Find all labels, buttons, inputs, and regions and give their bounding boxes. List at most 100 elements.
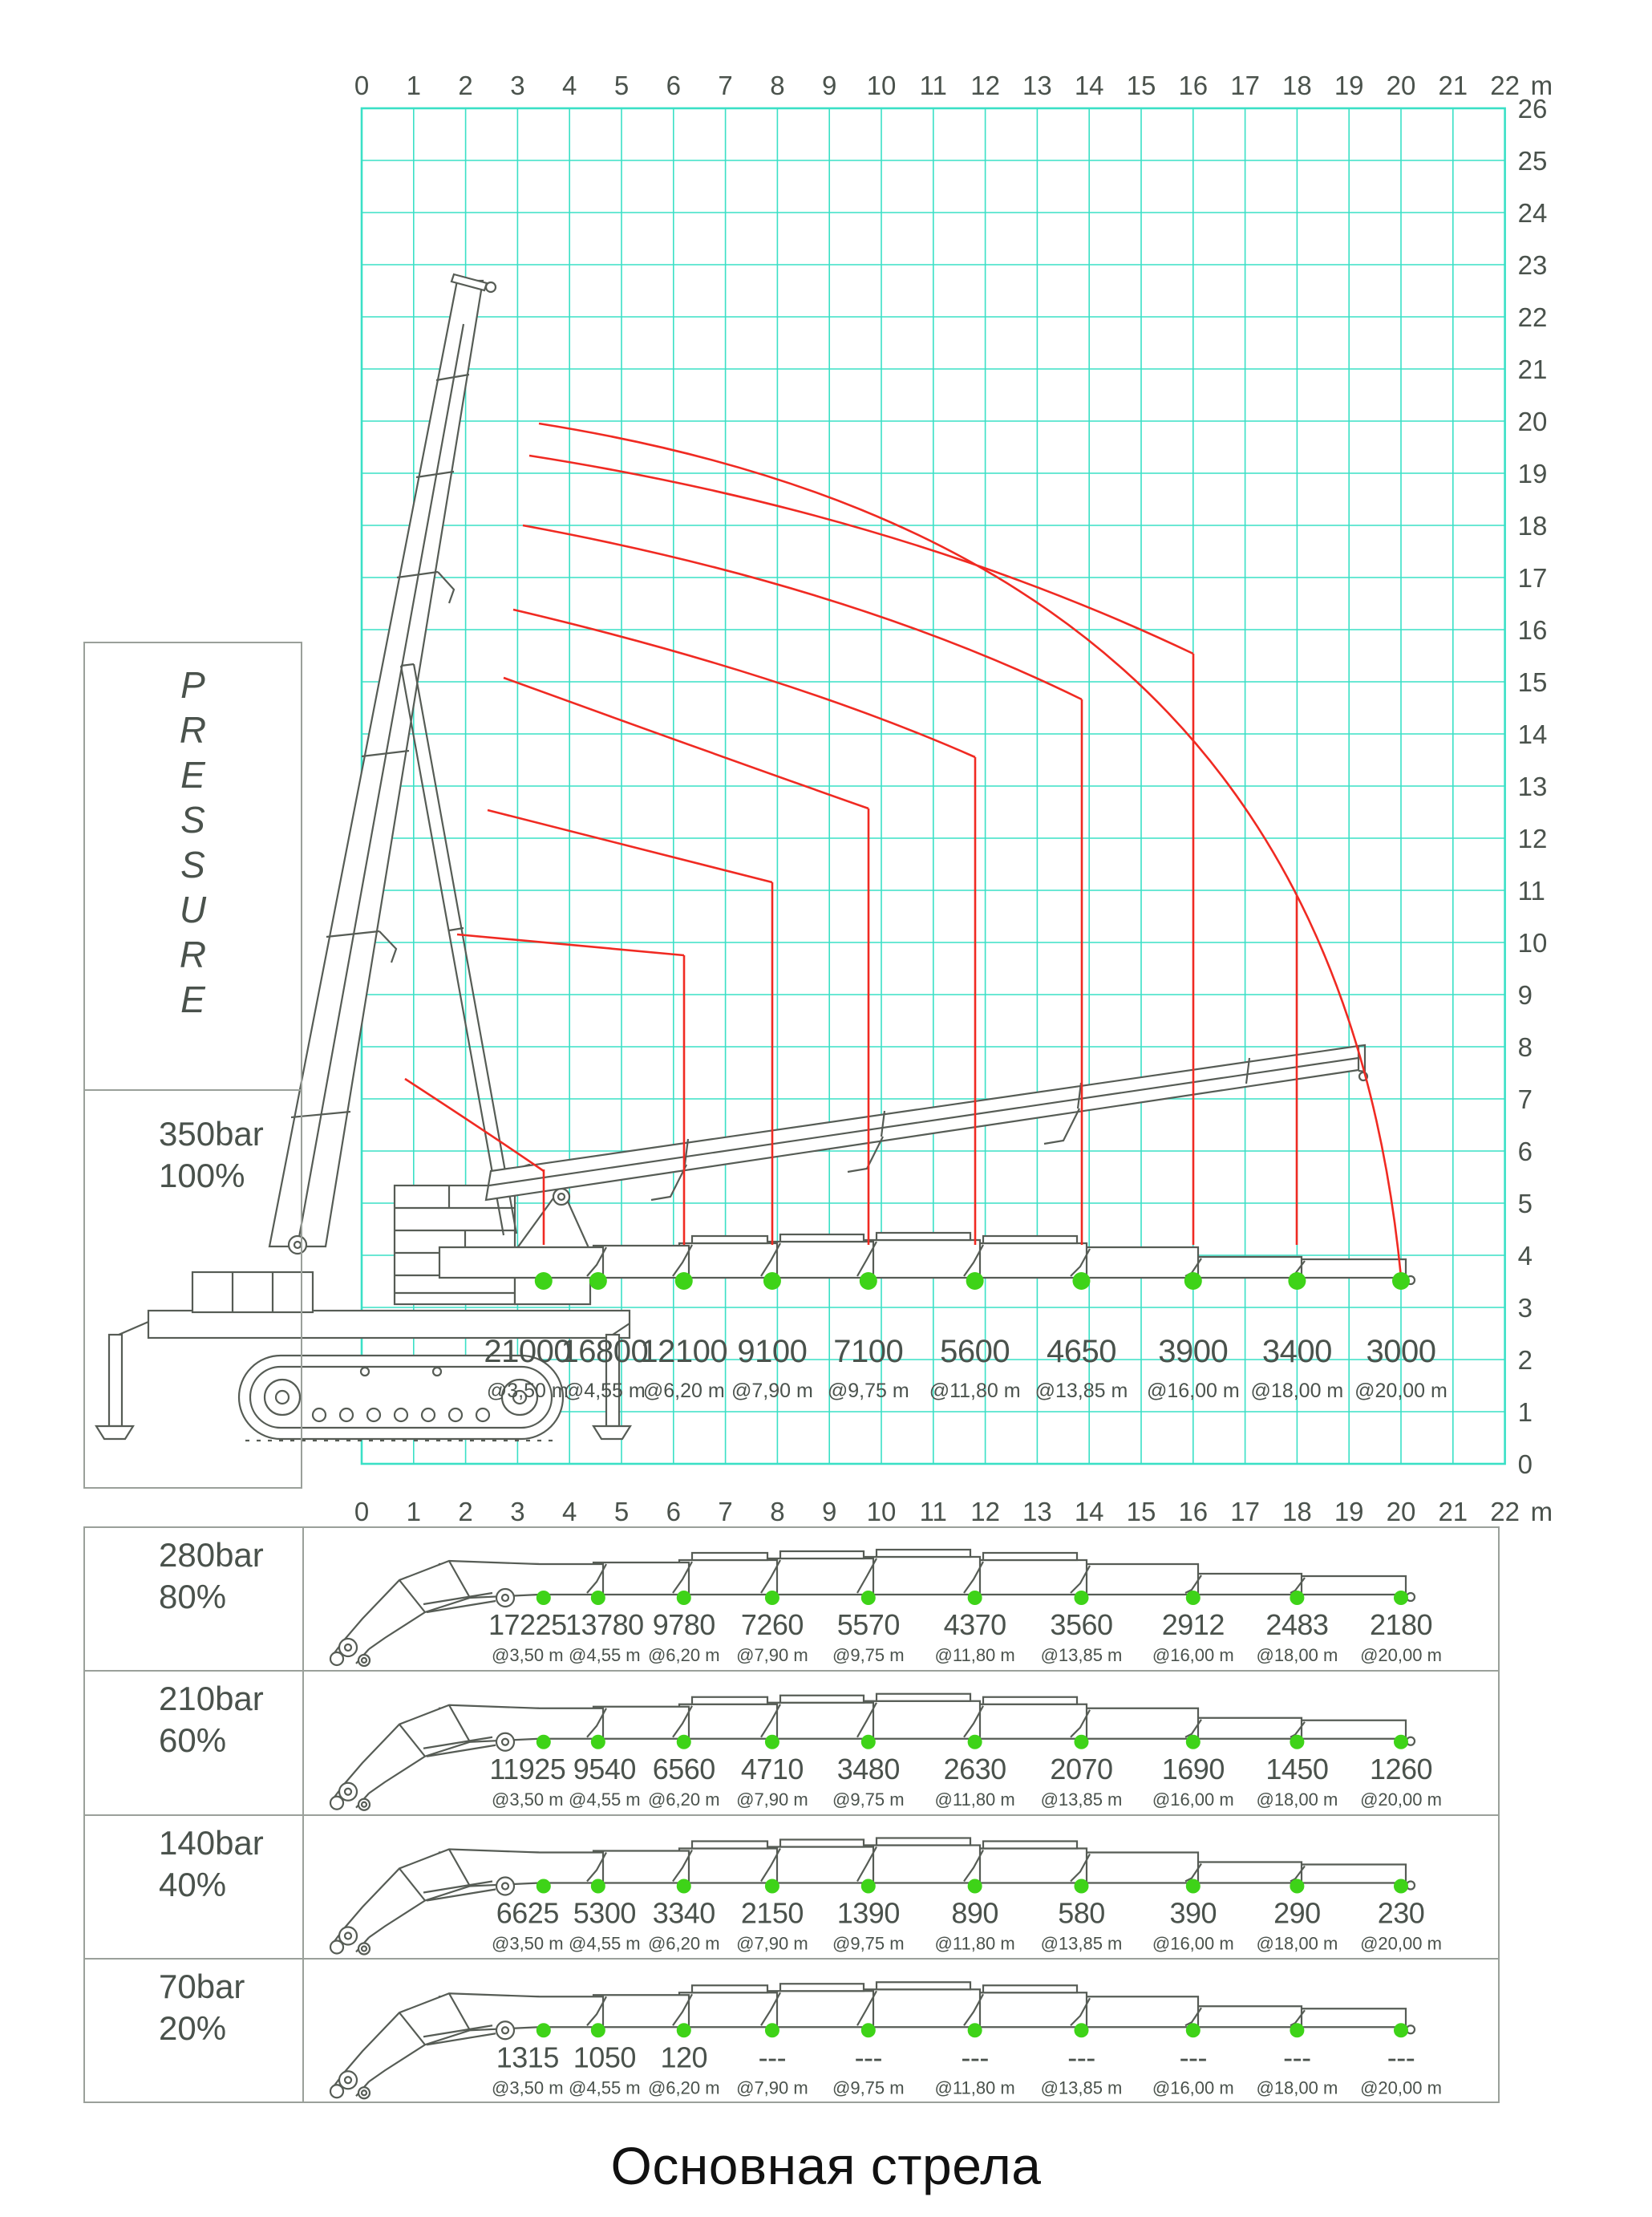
load-point-dot [1072, 1272, 1091, 1290]
x-axis-tick-bottom: 1 [407, 1497, 421, 1526]
x-axis-tick-top: 1 [407, 71, 421, 100]
load-distance: @6,20 m [643, 1380, 725, 1402]
load-value: --- [1387, 2041, 1415, 2073]
load-distance: @4,55 m [569, 1934, 641, 1954]
y-axis-tick: 22 [1518, 302, 1548, 332]
load-value: 1690 [1162, 1753, 1225, 1785]
load-value: 7100 [833, 1334, 903, 1369]
y-axis-tick: 10 [1518, 928, 1548, 958]
load-value: 3900 [1158, 1334, 1228, 1369]
load-value: --- [1180, 2041, 1207, 2073]
load-value: 9540 [573, 1753, 636, 1785]
load-value: 230 [1378, 1897, 1425, 1930]
load-value: 5600 [940, 1334, 1010, 1369]
row-label: 70bar 20% [85, 1959, 304, 2101]
y-axis-tick: 25 [1518, 146, 1548, 176]
load-value: 2483 [1265, 1608, 1328, 1641]
load-point-dot [1185, 1734, 1201, 1749]
y-axis-tick: 4 [1518, 1241, 1533, 1271]
load-distance: @6,20 m [648, 1934, 720, 1954]
load-distance: @20,00 m [1360, 1789, 1442, 1810]
load-value: 2070 [1050, 1753, 1112, 1785]
y-axis-tick: 5 [1518, 1189, 1533, 1218]
load-point-dot [1074, 1591, 1089, 1605]
pressure-letter: E [180, 754, 205, 796]
x-axis-tick-top: 8 [770, 71, 784, 100]
load-value: 4370 [944, 1608, 1006, 1641]
load-distance: @11,80 m [935, 1789, 1015, 1810]
load-point-dot [1290, 1879, 1305, 1894]
load-distance: @13,85 m [1041, 1645, 1123, 1665]
x-axis-tick-bottom: 15 [1127, 1497, 1156, 1526]
load-point-dot [860, 2023, 876, 2038]
load-distance: @16,00 m [1152, 1645, 1234, 1665]
load-point-dot [1394, 1879, 1408, 1894]
y-axis-tick: 18 [1518, 511, 1548, 541]
load-distance: @3,50 m [492, 1645, 564, 1665]
load-distance: @9,75 m [832, 1789, 905, 1810]
x-axis-tick-top: 12 [970, 71, 1000, 100]
x-axis-tick-top: 15 [1127, 71, 1156, 100]
load-point-dot [1185, 1591, 1201, 1605]
load-value: 12100 [640, 1334, 727, 1369]
load-distance: @20,00 m [1360, 1934, 1442, 1954]
y-axis-tick: 14 [1518, 719, 1548, 749]
load-value: 1450 [1265, 1753, 1328, 1785]
load-point-dot [1290, 1734, 1305, 1749]
load-point-dot [1394, 1591, 1408, 1605]
load-distance: @7,90 m [736, 1645, 808, 1665]
load-point-dot [1074, 2023, 1089, 2038]
load-point-dot [676, 2023, 691, 2038]
load-distance: @3,50 m [492, 1934, 564, 1954]
load-point-dot [967, 1879, 982, 1894]
load-envelope-arc [512, 608, 976, 759]
load-value: 290 [1273, 1897, 1321, 1930]
x-axis-tick-bottom: 5 [614, 1497, 629, 1526]
load-distance: @3,50 m [492, 2077, 564, 2097]
load-point-dot [536, 1879, 551, 1894]
x-axis-tick-bottom: 0 [354, 1497, 369, 1526]
load-point-dot [860, 1591, 876, 1605]
load-point-dot [536, 1591, 551, 1605]
x-axis-tick-bottom: 21 [1438, 1497, 1468, 1526]
y-axis-tick: 16 [1518, 615, 1548, 645]
x-axis-tick-bottom: 13 [1022, 1497, 1052, 1526]
y-axis-tick: 7 [1518, 1084, 1533, 1114]
load-distance: @18,00 m [1256, 1789, 1338, 1810]
x-axis-tick-top: 6 [666, 71, 681, 100]
load-point-dot [676, 1734, 691, 1749]
load-distance: @16,00 m [1147, 1380, 1240, 1402]
y-axis-tick: 26 [1518, 94, 1548, 124]
load-distance: @9,75 m [832, 2077, 905, 2097]
load-point-dot [860, 1879, 876, 1894]
pressure-letter: S [180, 799, 205, 841]
load-envelope-arc [538, 422, 1403, 1278]
x-axis-tick-bottom: 19 [1334, 1497, 1364, 1526]
load-distance: @7,90 m [731, 1380, 813, 1402]
capacity-row-140bar: 140bar 40% [85, 1815, 1498, 1960]
row-label: 210bar 60% [85, 1672, 304, 1814]
x-axis-tick-bottom: 11 [920, 1497, 947, 1526]
load-value: 390 [1170, 1897, 1217, 1930]
load-distance: @3,50 m [492, 1789, 564, 1810]
x-axis-unit-top: m [1531, 71, 1553, 100]
load-point-dot [536, 2023, 551, 2038]
x-axis-tick-top: 14 [1075, 71, 1104, 100]
load-value: 2180 [1370, 1608, 1432, 1641]
load-value: 6560 [653, 1753, 715, 1785]
x-axis-tick-top: 3 [510, 71, 524, 100]
load-distance: @13,85 m [1041, 2077, 1123, 2097]
capacity-row-280bar: 280bar 80% [85, 1528, 1498, 1672]
x-axis-tick-top: 21 [1438, 71, 1468, 100]
load-point-dot [966, 1272, 984, 1290]
counterweight [393, 1184, 516, 1306]
load-point-dot [859, 1272, 877, 1290]
load-value: 2912 [1162, 1608, 1225, 1641]
y-axis-tick: 6 [1518, 1137, 1533, 1166]
load-value: 4650 [1047, 1334, 1116, 1369]
load-envelope-arc [487, 809, 773, 884]
load-distance: @11,80 m [935, 1934, 1015, 1954]
y-axis-tick: 24 [1518, 198, 1548, 228]
load-point-dot [764, 2023, 779, 2038]
load-point-dot [674, 1272, 693, 1290]
